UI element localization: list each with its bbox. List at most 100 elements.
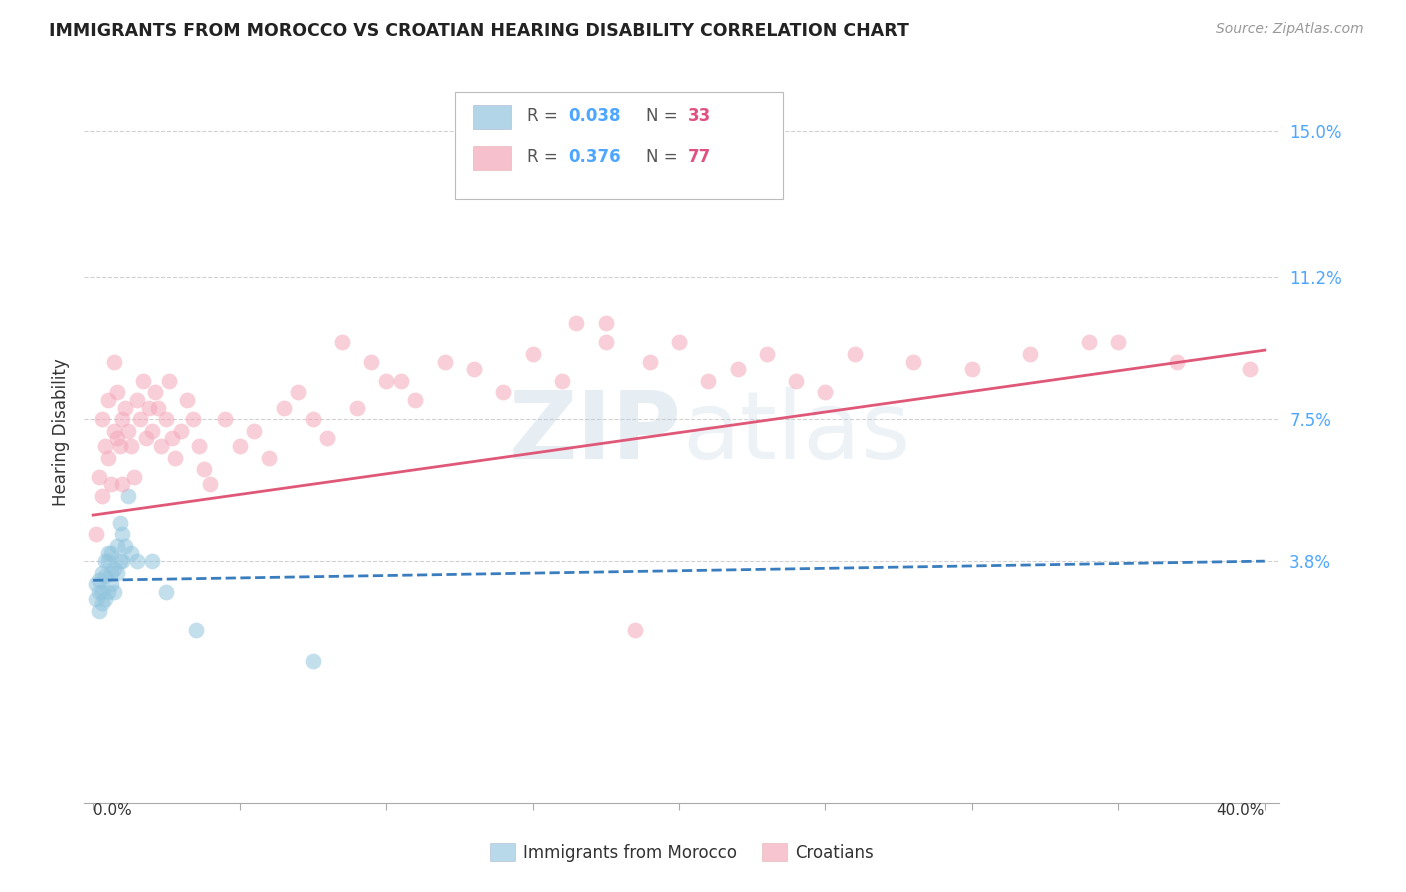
Point <box>157 374 180 388</box>
Point <box>97 392 120 407</box>
Point <box>595 316 617 330</box>
Point <box>141 424 163 438</box>
Point <box>87 574 110 588</box>
Point <box>697 374 720 388</box>
Point <box>111 412 134 426</box>
Point <box>181 412 204 426</box>
Point <box>624 623 647 637</box>
Point <box>100 477 122 491</box>
FancyBboxPatch shape <box>456 92 783 200</box>
Point <box>492 385 515 400</box>
Text: 0.376: 0.376 <box>568 148 621 166</box>
Point <box>103 424 125 438</box>
Text: Source: ZipAtlas.com: Source: ZipAtlas.com <box>1216 22 1364 37</box>
Point <box>108 516 131 530</box>
Point <box>129 412 152 426</box>
Text: 0.0%: 0.0% <box>93 803 132 818</box>
Point <box>257 450 280 465</box>
Text: 33: 33 <box>688 108 711 126</box>
Point <box>360 354 382 368</box>
Point <box>84 592 107 607</box>
Point <box>184 623 207 637</box>
Point <box>120 546 142 560</box>
Point <box>135 431 157 445</box>
Point <box>111 477 134 491</box>
Point <box>228 439 250 453</box>
Point <box>302 654 325 668</box>
Text: N =: N = <box>647 108 683 126</box>
Point <box>755 347 778 361</box>
Point <box>1078 335 1101 350</box>
Point <box>404 392 426 407</box>
Legend: Immigrants from Morocco, Croatians: Immigrants from Morocco, Croatians <box>484 837 880 869</box>
Point <box>117 424 139 438</box>
Point <box>127 392 149 407</box>
Point <box>90 412 114 426</box>
Point <box>551 374 574 388</box>
Point <box>90 489 114 503</box>
Point <box>90 596 114 610</box>
Point <box>108 554 131 568</box>
Point <box>375 374 398 388</box>
Text: N =: N = <box>647 148 683 166</box>
Point <box>389 374 412 388</box>
Point <box>103 354 125 368</box>
Point <box>162 431 183 445</box>
Point <box>100 546 122 560</box>
Point <box>155 412 177 426</box>
Point <box>960 362 983 376</box>
Point <box>90 566 114 580</box>
Text: 77: 77 <box>688 148 711 166</box>
Point <box>111 527 134 541</box>
Point <box>103 562 125 576</box>
Point <box>595 335 617 350</box>
Point <box>727 362 749 376</box>
Point <box>668 335 690 350</box>
Point <box>127 554 149 568</box>
Point <box>141 554 163 568</box>
Point <box>111 554 134 568</box>
Point <box>84 527 107 541</box>
Point <box>143 385 166 400</box>
Point <box>200 477 222 491</box>
Point <box>97 584 120 599</box>
Point <box>287 385 309 400</box>
Point <box>117 489 139 503</box>
Text: R =: R = <box>527 108 562 126</box>
FancyBboxPatch shape <box>472 105 510 129</box>
Point <box>193 462 215 476</box>
Point <box>108 439 131 453</box>
Point <box>94 554 117 568</box>
Point <box>114 401 136 415</box>
Point <box>214 412 236 426</box>
Point <box>814 385 837 400</box>
Point <box>100 566 122 580</box>
Point <box>97 546 120 560</box>
Point <box>433 354 456 368</box>
Point <box>522 347 544 361</box>
Point <box>346 401 368 415</box>
Point <box>565 316 588 330</box>
Point <box>155 584 177 599</box>
Point <box>105 539 128 553</box>
Point <box>463 362 485 376</box>
Point <box>1166 354 1188 368</box>
Point <box>103 584 125 599</box>
Text: ZIP: ZIP <box>509 386 682 479</box>
Point <box>105 431 128 445</box>
Point <box>1019 347 1042 361</box>
Y-axis label: Hearing Disability: Hearing Disability <box>52 359 70 507</box>
Point <box>105 385 128 400</box>
Point <box>243 424 266 438</box>
Point <box>87 604 110 618</box>
Point <box>176 392 198 407</box>
Text: 40.0%: 40.0% <box>1216 803 1265 818</box>
Point <box>149 439 172 453</box>
Point <box>187 439 209 453</box>
Point <box>316 431 339 445</box>
Point <box>330 335 353 350</box>
Point <box>903 354 925 368</box>
Point <box>105 566 128 580</box>
Point <box>97 450 120 465</box>
Point <box>97 554 120 568</box>
